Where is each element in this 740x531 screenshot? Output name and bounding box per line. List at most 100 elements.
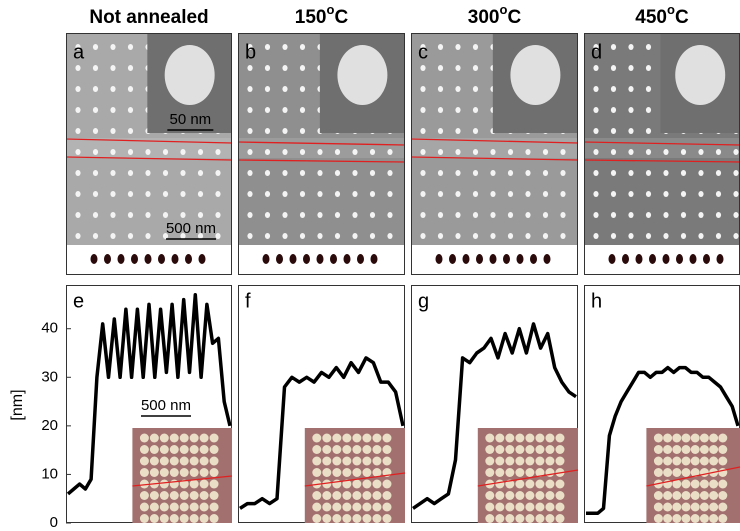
afm-dot xyxy=(159,514,169,523)
afm-dot xyxy=(672,445,682,454)
panel-frame xyxy=(411,33,578,275)
nanodot xyxy=(455,44,461,50)
afm-dot xyxy=(525,468,535,477)
nanodot xyxy=(387,149,393,155)
nanodot xyxy=(560,233,566,239)
nanodot xyxy=(197,233,204,239)
nanodot xyxy=(610,191,617,197)
afm-dot xyxy=(189,468,199,477)
afm-dot xyxy=(555,502,565,512)
red-line xyxy=(237,159,406,163)
afm-dot xyxy=(139,433,149,443)
nanodot xyxy=(92,191,99,197)
nanodot xyxy=(593,128,599,134)
afm-dot xyxy=(139,456,149,466)
afm-dot xyxy=(312,445,322,454)
nanodot xyxy=(610,170,617,176)
afm-dot xyxy=(709,491,719,500)
nanodot xyxy=(593,191,599,197)
afm-dot xyxy=(209,433,219,443)
nanodot xyxy=(110,191,116,197)
nanodot xyxy=(162,149,169,155)
afm-dot xyxy=(505,445,515,454)
nanodot xyxy=(698,191,704,197)
nanodot xyxy=(247,86,253,92)
afm-dot xyxy=(209,502,219,512)
afm-dot xyxy=(653,456,663,466)
nanodot xyxy=(437,86,444,92)
line-band xyxy=(66,138,232,158)
panel-letter: a xyxy=(73,41,85,63)
afm-dot xyxy=(495,491,505,500)
afm-dot xyxy=(555,456,565,466)
nanodot xyxy=(299,128,306,134)
nanodot xyxy=(334,170,341,176)
afm-dot xyxy=(199,456,209,466)
afm-dot xyxy=(332,433,342,443)
afm-dot xyxy=(352,445,362,454)
nanodot xyxy=(162,212,169,218)
line-band xyxy=(238,138,405,158)
afm-dot xyxy=(690,479,700,489)
afm-dot xyxy=(485,468,495,477)
nanodot xyxy=(472,44,479,50)
section-dot xyxy=(435,254,443,264)
nanodot xyxy=(282,86,288,92)
nanodot xyxy=(542,233,549,239)
afm-dot xyxy=(322,479,332,489)
afm-dot xyxy=(485,514,495,523)
column-header: 150oC xyxy=(295,2,349,28)
afm-dot xyxy=(709,514,719,523)
afm-dot xyxy=(545,445,555,454)
nanodot xyxy=(507,149,514,155)
afm-dot xyxy=(663,468,673,477)
afm-dot xyxy=(179,479,189,489)
afm-dot xyxy=(663,456,673,466)
nanodot xyxy=(455,128,461,134)
particle-blob xyxy=(675,45,726,105)
nanodot xyxy=(369,149,376,155)
afm-dot xyxy=(690,502,700,512)
nanodot xyxy=(215,149,221,155)
afm-dot xyxy=(159,433,169,443)
header-unit: C xyxy=(334,7,348,28)
nanodot xyxy=(645,86,652,92)
nanodot xyxy=(733,212,739,218)
section-dot xyxy=(649,254,656,264)
afm-dot xyxy=(718,433,728,443)
scale-label: 50 nm xyxy=(169,111,211,128)
nanodot xyxy=(282,170,288,176)
nanodot xyxy=(299,107,306,113)
nanodot xyxy=(264,86,271,92)
section-dot xyxy=(476,254,483,264)
y-axis-label: [nm] xyxy=(9,389,26,420)
nanodot xyxy=(437,128,444,134)
red-line xyxy=(65,138,233,144)
column-header: 300oC xyxy=(468,2,522,28)
afm-dot xyxy=(690,468,700,477)
nanodot xyxy=(645,107,652,113)
section-dot xyxy=(608,254,616,264)
afm-dot xyxy=(372,491,382,500)
section-dot xyxy=(303,254,310,264)
nanodot xyxy=(299,44,306,50)
afm-dot xyxy=(209,445,219,454)
red-line xyxy=(583,141,740,146)
nanodot xyxy=(282,128,288,134)
nanodot xyxy=(75,86,81,92)
nanodot xyxy=(264,191,271,197)
nanodot xyxy=(299,170,306,176)
afm-dot xyxy=(342,491,352,500)
nanodot xyxy=(110,233,116,239)
nanodot xyxy=(455,170,461,176)
afm-dot xyxy=(139,502,149,512)
nanodot xyxy=(127,233,134,239)
afm-dot xyxy=(382,445,392,454)
afm-dot xyxy=(372,502,382,512)
afm-dot xyxy=(515,433,525,443)
afm-dot xyxy=(382,433,392,443)
section-dot xyxy=(357,254,364,264)
nanodot xyxy=(127,44,134,50)
nanodot xyxy=(610,44,617,50)
afm-dot xyxy=(342,514,352,523)
